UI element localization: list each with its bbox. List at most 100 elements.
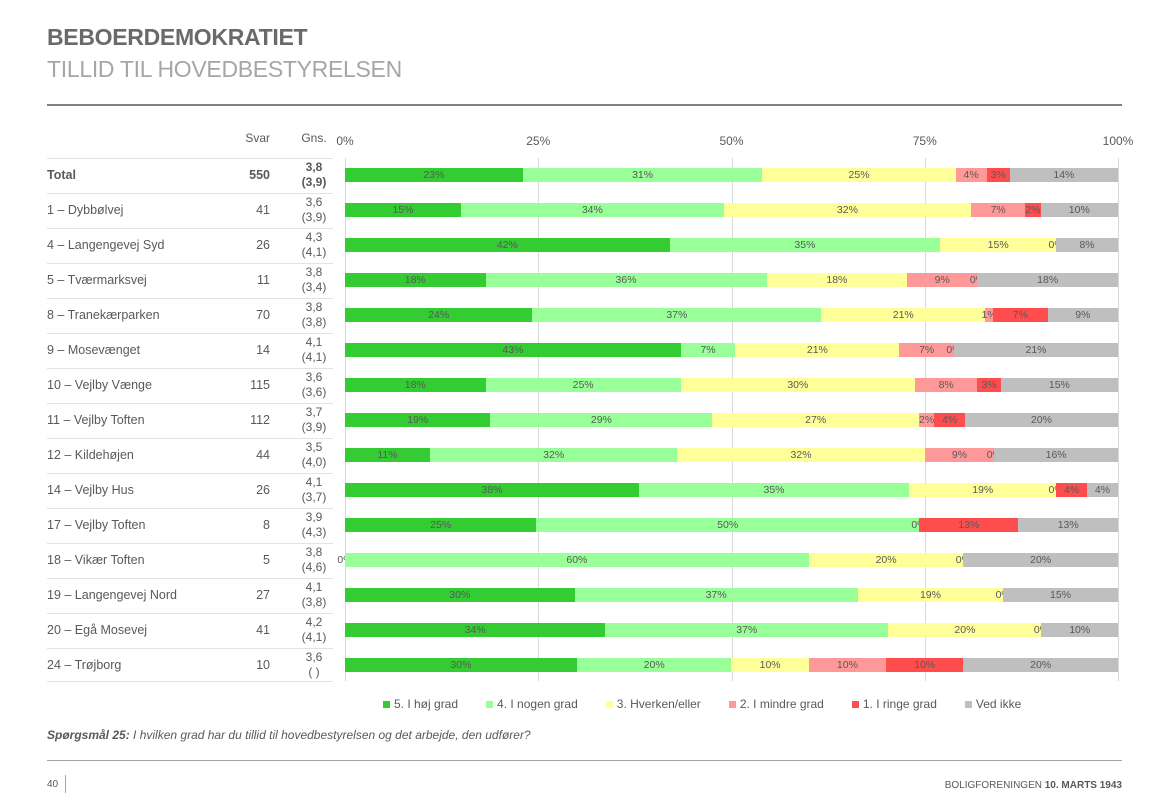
- data-label: 27%: [805, 414, 827, 426]
- bar-segment: 38%: [345, 483, 639, 497]
- data-label: 31%: [632, 169, 654, 181]
- row-gns: 3,8 (3,9): [294, 160, 334, 190]
- bar-segment: 15%: [940, 238, 1057, 252]
- gridline: [1118, 158, 1119, 681]
- legend-swatch-icon: [851, 700, 859, 708]
- bar-segment: 4%: [934, 413, 965, 427]
- gns-previous: (3,9): [301, 210, 327, 224]
- bar-segment: 3%: [977, 378, 1001, 392]
- bar-segment: 20%: [964, 413, 1118, 427]
- bar-segment: 18%: [345, 273, 486, 287]
- data-label: 9%: [934, 274, 950, 286]
- bar-segment: 35%: [638, 483, 910, 497]
- stacked-bar: 15% 34% 32% 7% 2% 10%: [345, 203, 1118, 217]
- legend-label: 5. I høj grad: [394, 697, 459, 711]
- gns-current: 3,6: [305, 370, 323, 384]
- bar-segment: 34%: [460, 203, 724, 217]
- bar-segment: 32%: [723, 203, 972, 217]
- bar-segment: 2%: [918, 413, 935, 427]
- row-name: 10 – Vejlby Vænge: [47, 378, 152, 392]
- data-label: 37%: [736, 624, 758, 636]
- gns-current: 3,6: [305, 195, 323, 209]
- data-label: 4%: [1064, 484, 1080, 496]
- bar-segment: 20%: [808, 553, 964, 567]
- bar-segment: 9%: [1047, 308, 1118, 322]
- row-name: 20 – Egå Mosevej: [47, 623, 148, 637]
- data-label: 10%: [836, 659, 858, 671]
- row-gns: 3,7 (3,9): [294, 405, 334, 435]
- row-name: 24 – Trøjborg: [47, 658, 122, 672]
- gns-previous: (3,7): [301, 490, 327, 504]
- footer-date: 10. MARTS 1943: [1044, 780, 1122, 791]
- data-label: 32%: [790, 449, 812, 461]
- data-label: 2%: [919, 414, 935, 426]
- gns-previous: (3,6): [301, 385, 327, 399]
- row-gns: 3,6 (3,6): [294, 370, 334, 400]
- data-label: 10%: [759, 659, 781, 671]
- data-label: 32%: [543, 449, 565, 461]
- row-name: 14 – Vejlby Hus: [47, 483, 134, 497]
- question-text: Spørgsmål 25: I hvilken grad har du till…: [47, 728, 531, 742]
- data-label: 4%: [963, 169, 979, 181]
- bar-segment: 20%: [963, 658, 1118, 672]
- page-number-separator: [65, 775, 66, 793]
- table-row: 20 – Egå Mosevej 41 4,2 (4,1): [47, 613, 333, 649]
- data-label: 38%: [481, 484, 503, 496]
- bar-segment: 13%: [1018, 518, 1118, 532]
- data-label: 19%: [972, 484, 994, 496]
- gns-previous: (4,3): [301, 525, 327, 539]
- bar-segment: 18%: [977, 273, 1118, 287]
- bar-segment: 2%: [1025, 203, 1041, 217]
- data-label: 8%: [938, 379, 954, 391]
- row-name: 9 – Mosevænget: [47, 343, 141, 357]
- data-label: 10%: [1068, 204, 1090, 216]
- bar-segment: 8%: [1056, 238, 1118, 252]
- row-gns: 3,8 (3,4): [294, 265, 334, 295]
- data-label: 3%: [990, 169, 1006, 181]
- data-label: 7%: [700, 344, 716, 356]
- data-label: 19%: [407, 414, 429, 426]
- stacked-bar: 42%35%15%0%8%: [345, 238, 1118, 252]
- bar-segment: 21%: [735, 343, 900, 357]
- bar-segment: 27%: [712, 413, 919, 427]
- data-label: 21%: [892, 309, 914, 321]
- row-svar: 26: [256, 483, 270, 497]
- bar-segment: 21%: [821, 308, 986, 322]
- data-label: 25%: [572, 379, 594, 391]
- gns-current: 3,8: [305, 300, 323, 314]
- row-svar: 41: [256, 623, 270, 637]
- data-label: 42%: [496, 239, 518, 251]
- table-row: 24 – Trøjborg 10 3,6( ): [47, 648, 333, 684]
- bar-segment: 19%: [345, 413, 491, 427]
- legend-item: 3. Hverken/eller: [605, 697, 701, 711]
- data-label: 50%: [717, 519, 739, 531]
- bar-segment: 23%: [345, 168, 523, 182]
- stacked-bar: 30% 20% 10% 10% 10% 20%: [345, 658, 1118, 672]
- question-body: I hvilken grad har du tillid til hovedbe…: [129, 728, 531, 742]
- gns-previous: (4,1): [301, 350, 327, 364]
- x-tick-label: 0%: [336, 134, 354, 148]
- row-svar: 44: [256, 448, 270, 462]
- bar-segment: 25%: [485, 378, 681, 392]
- data-label: 21%: [1025, 344, 1047, 356]
- bar-segment: 36%: [485, 273, 767, 287]
- row-gns: 3,9 (4,3): [294, 510, 334, 540]
- legend-label: 3. Hverken/eller: [616, 697, 701, 711]
- row-name: 17 – Vejlby Toften: [47, 518, 146, 532]
- table-row: 19 – Langengevej Nord 27 4,1 (3,8): [47, 578, 333, 614]
- legend-label: 2. I mindre grad: [739, 697, 824, 711]
- stacked-bar: 43%7%21%7%0%21%: [345, 343, 1118, 357]
- legend-swatch-icon: [383, 700, 390, 708]
- bar-segment: 29%: [490, 413, 713, 427]
- row-svar: 27: [256, 588, 270, 602]
- gns-previous: (4,0): [301, 455, 327, 469]
- bar-segment: 4%: [1087, 483, 1118, 497]
- bar-segment: 32%: [677, 448, 925, 462]
- bar-segment: 10%: [886, 658, 964, 672]
- page-number: 40: [47, 779, 59, 790]
- bar-segment: 50%: [536, 518, 919, 532]
- table-row: 5 – Tværmarksvej 11 3,8 (3,4): [47, 263, 333, 299]
- bar-segment: 60%: [345, 553, 809, 567]
- data-label: 30%: [450, 659, 472, 671]
- bar-segment: 34%: [345, 623, 606, 637]
